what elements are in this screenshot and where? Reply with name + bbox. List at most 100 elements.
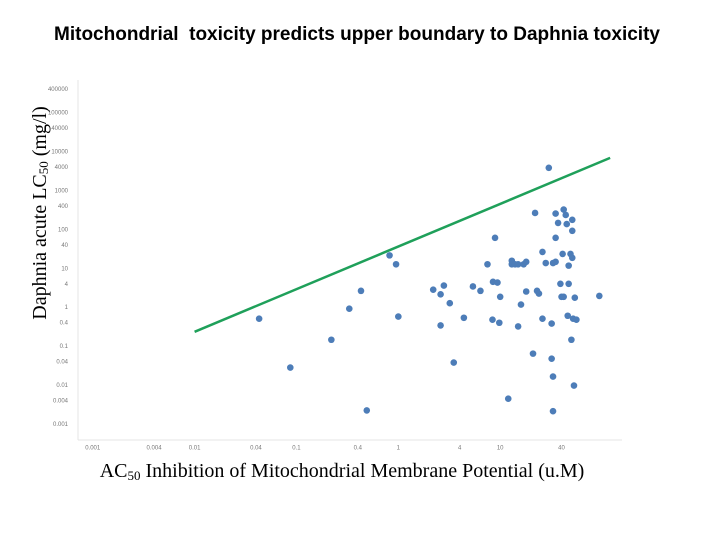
scatter-point [539, 315, 546, 323]
scatter-point [559, 250, 566, 258]
chart-title: Mitochondrial toxicity predicts upper bo… [54, 24, 660, 45]
scatter-point [560, 206, 567, 213]
x-tick-label: 40 [558, 446, 565, 452]
y-axis-title: Daphnia acute LC50 (mg/l) [29, 106, 51, 320]
scatter-point [494, 279, 501, 286]
y-tick-label: 1000 [55, 188, 69, 194]
scatter-point [386, 252, 393, 259]
y-axis-title-part: Daphnia acute LC [29, 174, 51, 320]
y-tick-label: 10000 [51, 149, 68, 155]
scatter-point [545, 164, 553, 172]
y-tick-label: 40 [61, 243, 68, 249]
x-tick-label: 10 [497, 446, 504, 452]
y-tick-label: 0.001 [53, 422, 69, 428]
scatter-point [564, 312, 572, 320]
y-axis-title-part: (mg/l) [29, 106, 51, 161]
scatter-point [491, 234, 499, 242]
y-tick-label: 4 [65, 282, 69, 288]
y-tick-label: 0.004 [53, 399, 69, 405]
scatter-point [504, 395, 512, 402]
scatter-point [287, 364, 294, 371]
scatter-point [563, 220, 571, 228]
scatter-point [522, 288, 530, 295]
scatter-point [484, 260, 491, 268]
scatter-point [429, 286, 437, 293]
y-tick-label: 400000 [48, 87, 69, 93]
scatter-point [596, 292, 603, 300]
x-axis-title-part: AC [100, 460, 128, 482]
scatter-point [565, 280, 572, 288]
scatter-point [496, 319, 503, 327]
scatter-point [548, 320, 555, 327]
scatter-point [522, 258, 530, 266]
scatter-point [363, 407, 371, 414]
scatter-point [568, 254, 576, 262]
scatter-point [539, 248, 546, 256]
scatter-point [345, 305, 353, 313]
x-tick-label: 0.004 [147, 446, 163, 452]
scatter-point [552, 258, 559, 266]
scatter-point [255, 315, 263, 323]
x-axis-title-part: Inhibition of Mitochondrial Membrane Pot… [140, 460, 584, 482]
scatter-point [517, 301, 525, 308]
scatter-point [489, 316, 496, 324]
x-tick-label: 1 [397, 446, 401, 452]
scatter-point [565, 262, 572, 269]
scatter-point [562, 211, 570, 219]
scatter-point [573, 316, 580, 324]
scatter-point [568, 227, 576, 235]
scatter-point [460, 314, 468, 322]
y-tick-label: 400 [58, 204, 69, 210]
scatter-point [549, 407, 557, 415]
scatter-point [395, 313, 402, 320]
x-tick-label: 4 [458, 446, 462, 452]
x-axis-title-sub: 50 [127, 468, 140, 483]
scatter-point [535, 290, 543, 297]
x-tick-label: 0.4 [354, 446, 363, 452]
scatter-point [571, 294, 579, 302]
y-tick-label: 0.1 [60, 344, 69, 350]
scatter-point [542, 259, 550, 267]
scatter-point [514, 260, 522, 268]
scatter-point [560, 293, 567, 301]
trend-line [194, 156, 611, 333]
scatter-point [437, 291, 444, 298]
scatter-point [328, 336, 335, 344]
scatter-point [446, 299, 454, 307]
scatter-point [552, 234, 559, 242]
y-tick-label: 40000 [51, 126, 68, 132]
x-tick-label: 0.001 [85, 446, 101, 452]
scatter-point [531, 209, 539, 217]
x-tick-label: 0.1 [292, 446, 301, 452]
y-tick-label: 0.01 [56, 383, 68, 389]
scatter-point [568, 336, 575, 344]
y-tick-label: 0.4 [60, 321, 69, 327]
x-axis-title: AC50 Inhibition of Mitochondrial Membran… [100, 460, 585, 483]
x-tick-label: 0.04 [250, 446, 262, 452]
y-tick-label: 1 [65, 305, 69, 311]
x-tick-label: 0.01 [189, 446, 201, 452]
scatter-point [548, 355, 555, 362]
scatter-point [477, 287, 484, 295]
scatter-point [570, 382, 578, 389]
scatter-point [549, 373, 557, 380]
scatter-point [552, 210, 559, 217]
scatter-point [568, 216, 576, 224]
scatter-point [469, 283, 477, 290]
scatter-point [357, 287, 365, 295]
scatter-point [392, 260, 400, 268]
scatter-point [514, 323, 522, 330]
scatter-point [496, 293, 504, 301]
scatter-point [557, 280, 564, 288]
scatter-point [554, 219, 562, 227]
y-tick-label: 0.04 [56, 360, 68, 366]
y-axis-title-sub: 50 [36, 161, 51, 174]
scatter-point [450, 359, 458, 366]
y-tick-label: 100 [58, 227, 69, 233]
scatter-point [440, 282, 448, 289]
y-tick-label: 4000 [55, 165, 69, 171]
scatter-point [529, 350, 537, 357]
y-tick-label: 10 [61, 266, 68, 272]
scatter-point [437, 322, 444, 329]
